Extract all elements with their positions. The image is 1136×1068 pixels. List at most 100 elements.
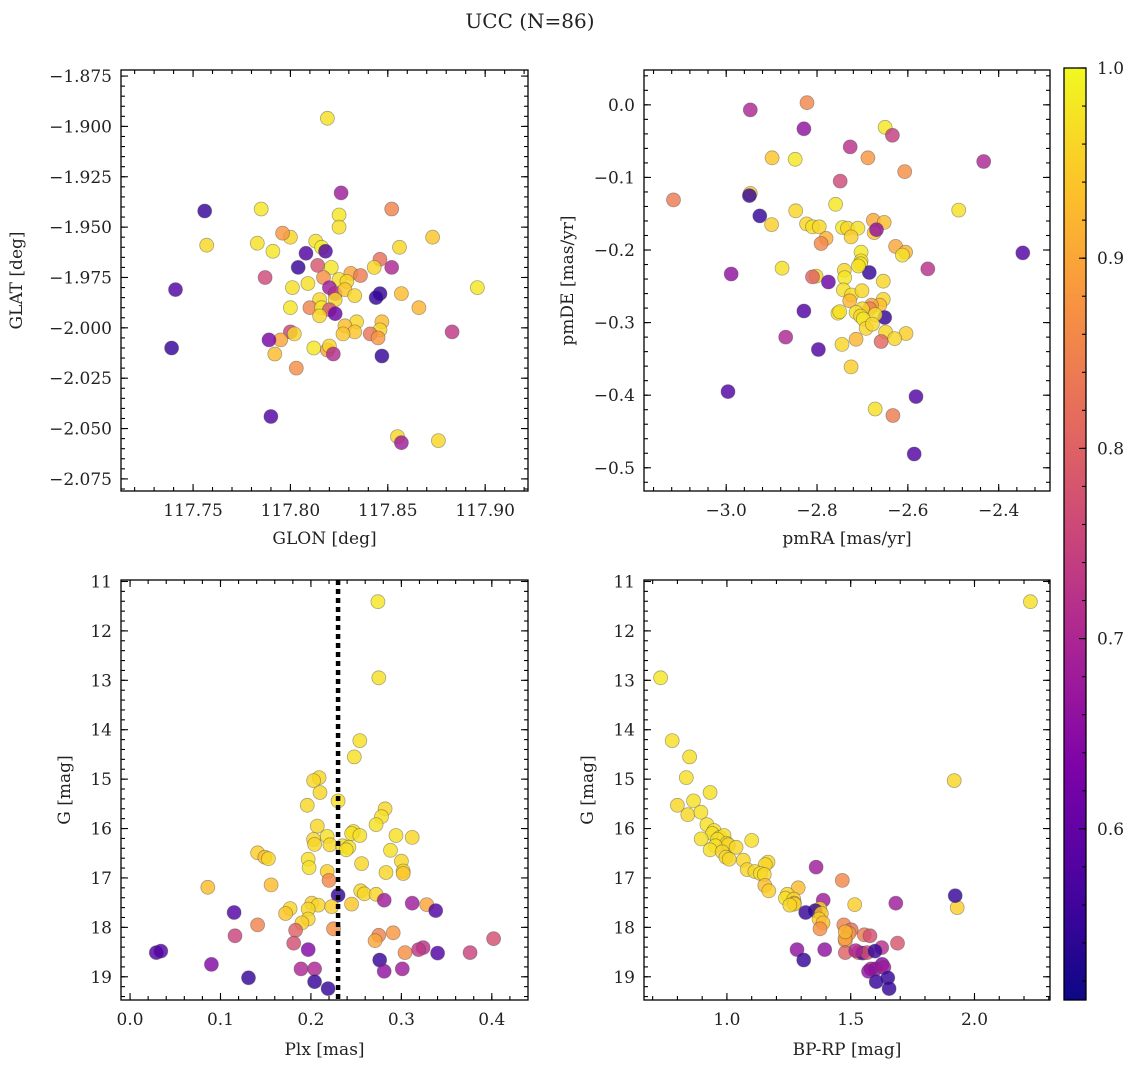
data-point <box>307 961 323 977</box>
data-point <box>670 797 685 813</box>
y-tick-label: −0.3 <box>594 314 635 334</box>
data-point <box>293 961 309 977</box>
data-point <box>946 773 962 788</box>
y-tick-label: −2.000 <box>49 319 112 339</box>
data-point <box>764 150 780 166</box>
y-tick-label: 17 <box>613 869 635 889</box>
data-point <box>306 773 322 788</box>
y-tick-label: 11 <box>613 572 635 592</box>
data-point <box>284 280 300 296</box>
y-tick-label: 14 <box>613 721 635 741</box>
data-point <box>796 121 812 137</box>
data-point <box>842 139 858 155</box>
data-point <box>200 879 216 895</box>
data-point <box>265 243 281 259</box>
data-point <box>241 970 256 986</box>
colorbar-frame <box>1063 67 1087 1001</box>
y-tick-label: 15 <box>613 770 635 790</box>
data-point <box>394 961 410 977</box>
data-point <box>787 151 803 167</box>
data-point <box>742 188 757 204</box>
data-point <box>370 330 386 346</box>
data-point <box>395 866 411 881</box>
colorbar-tick-label: 0.7 <box>1097 630 1124 650</box>
x-tick-label: 117.80 <box>261 501 320 521</box>
data-point <box>430 945 446 961</box>
axis-ticks: 0.0 0.1 0.2 0.3 0.4 11 12 13 14 15 16 17 18 19 <box>90 572 528 1030</box>
data-point <box>299 797 315 813</box>
panel-glon-glat: 117.75 117.80 117.85 117.90 −1.875 −1.900 −1.9… <box>7 67 529 549</box>
data-point <box>385 925 401 941</box>
data-point <box>906 446 922 462</box>
colorbar-tick-label: 1.0 <box>1097 59 1124 79</box>
data-point <box>164 340 180 356</box>
y-tick-label: −0.2 <box>594 241 635 261</box>
x-tick-label: −2.6 <box>887 501 928 521</box>
data-point <box>723 266 739 282</box>
data-point <box>307 974 323 990</box>
y-tick-label: 14 <box>90 721 112 741</box>
x-tick-label: 117.75 <box>163 501 222 521</box>
y-tick-label: 12 <box>90 622 112 642</box>
data-point <box>275 225 291 241</box>
data-point <box>319 110 335 126</box>
data-point <box>353 268 368 283</box>
data-point <box>331 219 347 235</box>
y-axis-label: GLAT [deg] <box>7 231 27 329</box>
data-point <box>821 274 836 290</box>
data-point <box>869 222 884 238</box>
data-point <box>249 235 265 251</box>
data-point <box>693 831 709 847</box>
data-point <box>384 259 400 275</box>
data-point <box>887 331 903 347</box>
data-point <box>881 981 897 996</box>
data-point <box>263 409 279 424</box>
data-point <box>885 408 901 423</box>
data-point <box>920 261 936 277</box>
plot-frame <box>120 579 529 1001</box>
data-point <box>666 192 681 208</box>
data-point <box>430 433 446 449</box>
plot-frame <box>643 579 1051 1001</box>
data-point <box>664 733 680 748</box>
data-point <box>253 201 269 217</box>
y-tick-label: 17 <box>90 869 112 889</box>
y-tick-label: 16 <box>613 820 635 840</box>
y-tick-label: 18 <box>90 918 112 938</box>
data-point <box>812 921 828 937</box>
data-point <box>333 185 349 201</box>
data-point <box>321 873 337 888</box>
data-point <box>288 360 304 376</box>
data-point <box>865 316 880 332</box>
data-point <box>307 837 323 852</box>
data-point <box>354 856 370 871</box>
data-point <box>843 359 859 375</box>
data-point <box>378 865 394 880</box>
data-point <box>226 905 242 920</box>
data-point <box>370 594 386 610</box>
data-point <box>352 828 368 843</box>
data-point <box>752 208 768 224</box>
panel-plx-g: 0.0 0.1 0.2 0.3 0.4 11 12 13 14 15 16 17 18 19 Plx [m… <box>55 572 529 1060</box>
data-point <box>312 308 328 324</box>
data-point <box>168 282 183 298</box>
data-point <box>742 102 758 118</box>
data-point <box>682 749 697 765</box>
data-point <box>796 303 812 319</box>
plot-frame <box>643 69 1051 492</box>
data-point <box>300 942 316 957</box>
data-point <box>397 945 413 960</box>
data-point <box>796 952 812 968</box>
data-point <box>799 95 815 111</box>
data-point <box>720 384 736 400</box>
data-point <box>778 329 794 345</box>
y-axis-label: G [mag] <box>578 755 598 824</box>
data-point <box>885 127 900 143</box>
x-tick-label: 1.0 <box>713 1010 740 1030</box>
data-point <box>811 219 827 235</box>
axis-ticks: 1.0 1.5 2.0 11 12 13 14 15 16 17 18 19 <box>613 572 1050 1030</box>
y-tick-label: 11 <box>90 572 112 592</box>
data-point <box>318 243 333 259</box>
figure-title: UCC (N=86) <box>465 9 594 33</box>
data-point <box>895 247 910 263</box>
